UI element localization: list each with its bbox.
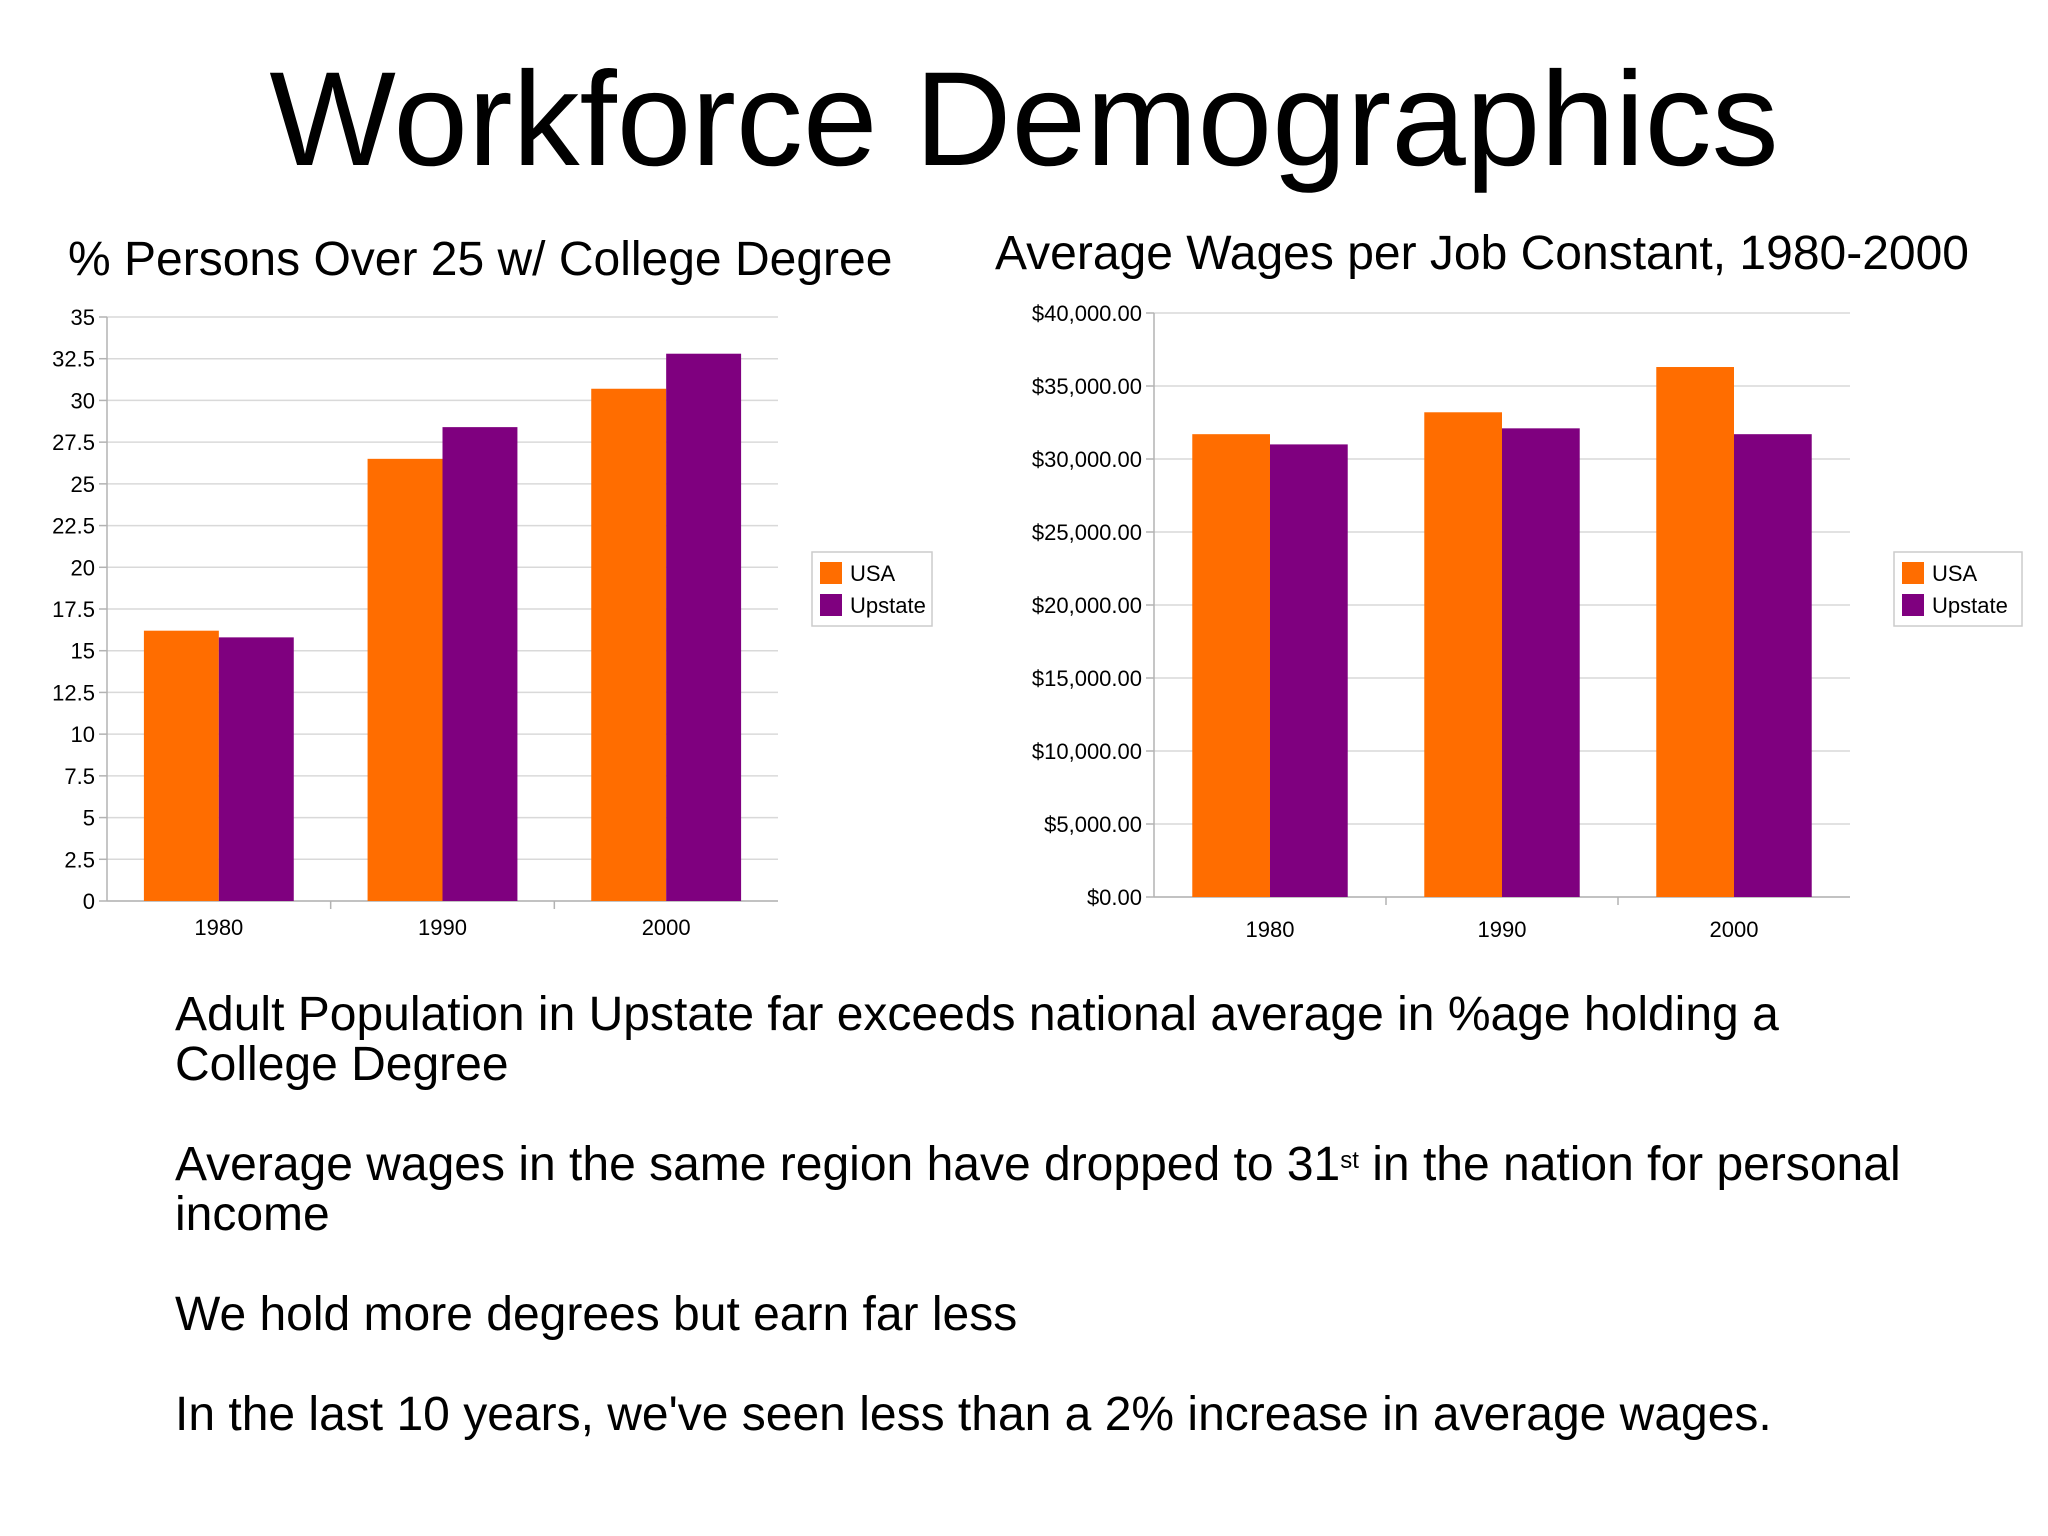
wages-y-tick-label: $30,000.00 xyxy=(1032,447,1142,472)
degree-legend-label-usa: USA xyxy=(850,561,896,586)
degree-x-tick-label: 2000 xyxy=(642,915,691,940)
degree-bar-chart: 0 2.5 5 7.5 10 12.5 15 17.5 20 22.5 25 27.5 30 32.5 35… xyxy=(52,305,933,940)
wages-bar-usa-2000 xyxy=(1656,367,1734,897)
degree-y-tick-label: 7.5 xyxy=(64,764,95,789)
wages-y-tick-label: $35,000.00 xyxy=(1032,374,1142,399)
degree-legend-swatch-upstate xyxy=(820,594,842,616)
wages-bars xyxy=(1192,367,1812,897)
wages-x-tick-label: 2000 xyxy=(1710,917,1759,942)
bullet-wage-growth: In the last 10 years, we've seen less th… xyxy=(175,1388,1772,1441)
degree-y-tick-label: 2.5 xyxy=(64,847,95,872)
bullet-wages-rank-text: Average wages in the same region have dr… xyxy=(175,1138,1341,1191)
degree-bar-upstate-1980 xyxy=(218,637,294,901)
wages-y-tick-label: $25,000.00 xyxy=(1032,520,1142,545)
wages-bar-upstate-1980 xyxy=(1270,444,1348,897)
wages-y-tick-label: $20,000.00 xyxy=(1032,593,1142,618)
degree-y-tick-label: 22.5 xyxy=(52,514,95,539)
degree-y-tick-labels: 0 2.5 5 7.5 10 12.5 15 17.5 20 22.5 25 27.5 30 32.5 35 xyxy=(52,305,95,914)
degree-y-tick-label: 35 xyxy=(71,305,95,330)
degree-bar-usa-1990 xyxy=(367,458,443,901)
chart-title-wages: Average Wages per Job Constant, 1980-200… xyxy=(995,227,1969,280)
degree-y-tick-label: 12.5 xyxy=(52,680,95,705)
wages-x-tick-label: 1990 xyxy=(1478,917,1527,942)
wages-bar-chart: $0.00 $5,000.00 $10,000.00 $15,000.00 $20,00… xyxy=(1032,301,2023,942)
wages-x-tick-labels: 1980 1990 2000 xyxy=(1246,917,1759,942)
bullet-wages-rank: Average wages in the same region have dr… xyxy=(175,1140,1935,1240)
degree-y-tick-label: 5 xyxy=(83,806,95,831)
degree-bar-usa-2000 xyxy=(591,388,667,902)
wages-bar-upstate-2000 xyxy=(1734,434,1812,897)
wages-bar-upstate-1990 xyxy=(1502,428,1580,897)
wages-y-tick-label: $0.00 xyxy=(1087,885,1142,910)
wages-legend-swatch-upstate xyxy=(1902,594,1924,616)
wages-legend-label-usa: USA xyxy=(1932,561,1978,586)
wages-x-tick-label: 1980 xyxy=(1246,917,1295,942)
degree-y-tick-label: 0 xyxy=(83,889,95,914)
wages-y-tick-label: $10,000.00 xyxy=(1032,739,1142,764)
wages-legend-swatch-usa xyxy=(1902,562,1924,584)
degree-y-tick-label: 25 xyxy=(71,472,95,497)
degree-y-tick-label: 15 xyxy=(71,639,95,664)
ordinal-suffix: st xyxy=(1340,1147,1359,1174)
degree-bar-usa-1980 xyxy=(143,630,219,901)
degree-y-tick-label: 20 xyxy=(71,555,95,580)
bullet-list: Adult Population in Upstate far exceeds … xyxy=(175,990,1935,1490)
degree-x-tick-label: 1990 xyxy=(418,915,467,940)
wages-y-tick-label: $40,000.00 xyxy=(1032,301,1142,326)
slide-title: Workforce Demographics xyxy=(269,45,1779,194)
degree-y-tick-label: 17.5 xyxy=(52,597,95,622)
degree-bars xyxy=(143,353,742,902)
degree-bar-upstate-1990 xyxy=(442,427,518,901)
degree-legend-label-upstate: Upstate xyxy=(850,593,926,618)
wages-y-tick-label: $5,000.00 xyxy=(1044,812,1142,837)
wages-bar-usa-1990 xyxy=(1424,412,1502,897)
wages-bar-usa-1980 xyxy=(1192,434,1270,897)
chart-title-degree: % Persons Over 25 w/ College Degree xyxy=(68,233,893,286)
wages-y-tick-label: $15,000.00 xyxy=(1032,666,1142,691)
bullet-wages-rank-rest: in the nation for personal income xyxy=(175,1138,1901,1241)
degree-legend: USA Upstate xyxy=(811,551,933,627)
wages-legend-label-upstate: Upstate xyxy=(1932,593,2008,618)
degree-y-tick-label: 27.5 xyxy=(52,430,95,455)
wages-y-tick-labels: $0.00 $5,000.00 $10,000.00 $15,000.00 $20,00… xyxy=(1032,301,1142,910)
degree-y-tick-label: 32.5 xyxy=(52,347,95,372)
degree-y-tick-label: 10 xyxy=(71,722,95,747)
wages-legend: USA Upstate xyxy=(1893,551,2023,627)
degree-x-tick-label: 1980 xyxy=(194,915,243,940)
degree-x-tick-labels: 1980 1990 2000 xyxy=(194,915,690,940)
degree-bar-upstate-2000 xyxy=(666,353,742,901)
bullet-degree-note: Adult Population in Upstate far exceeds … xyxy=(175,988,1779,1091)
degree-legend-swatch-usa xyxy=(820,562,842,584)
bullet-degrees-vs-earnings: We hold more degrees but earn far less xyxy=(175,1288,1018,1341)
degree-y-tick-label: 30 xyxy=(71,388,95,413)
